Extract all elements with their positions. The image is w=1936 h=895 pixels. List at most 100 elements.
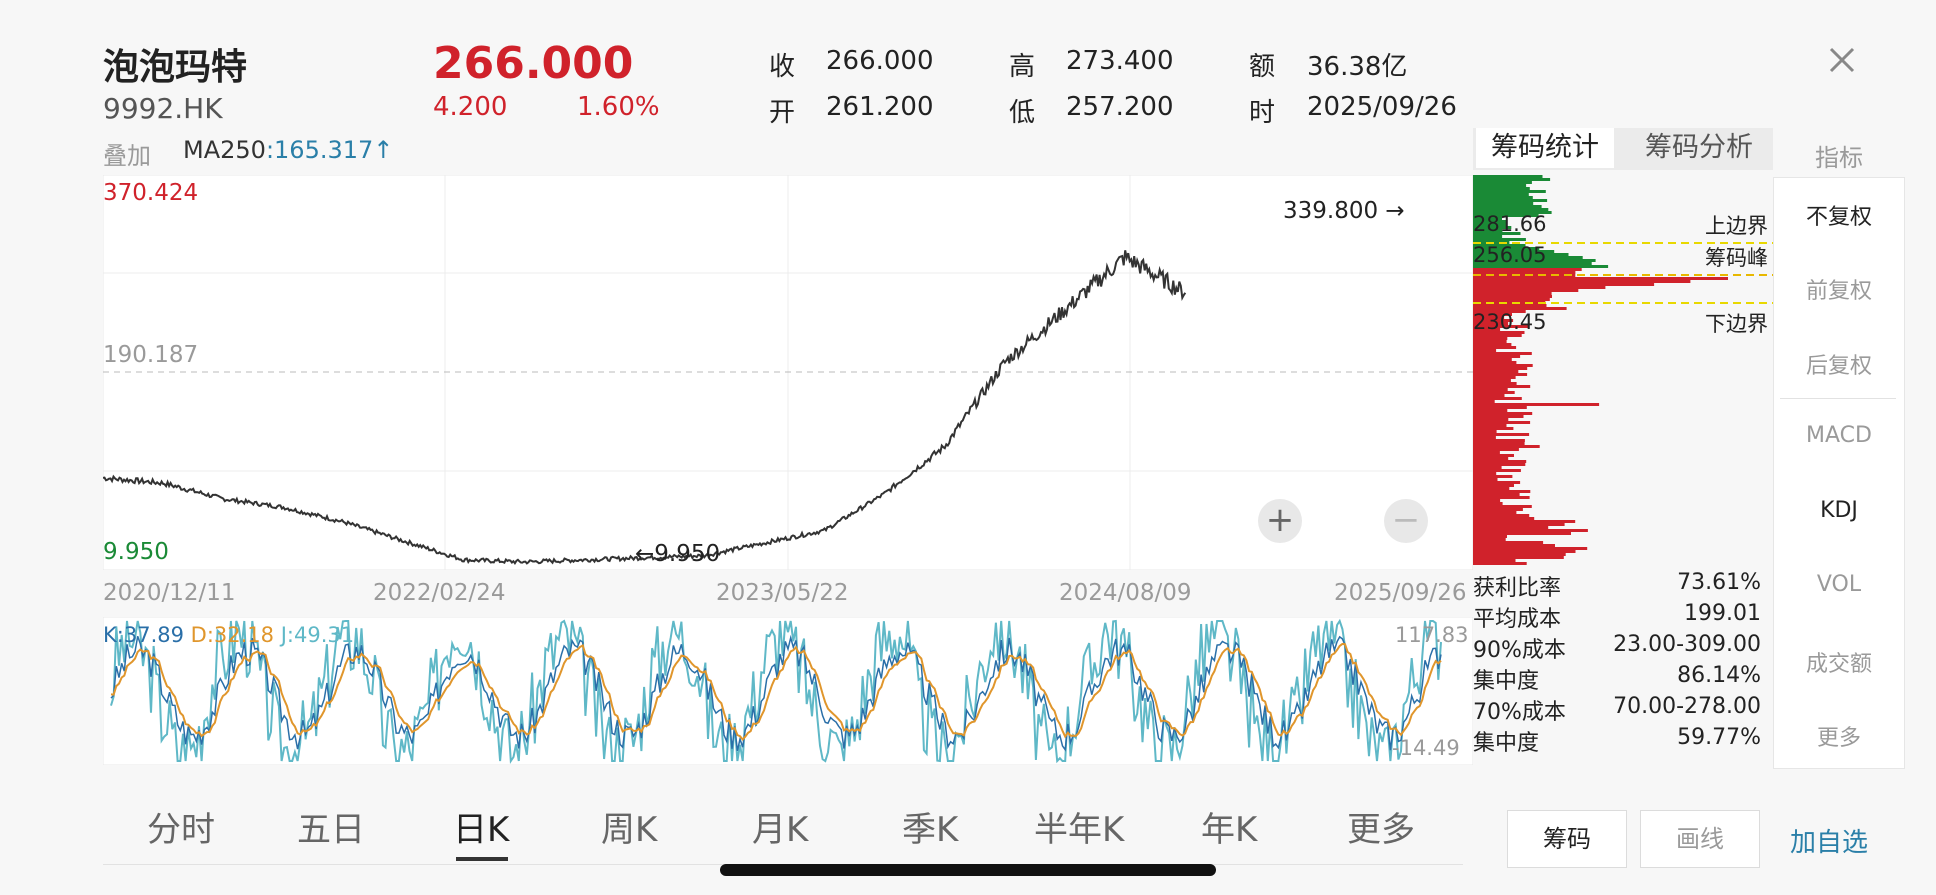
x-label: 2025/09/26 xyxy=(1334,580,1467,606)
kdj-legend: K:37.89 D:32.18 J:49.31 xyxy=(103,623,354,647)
chip-bar xyxy=(1473,346,1517,349)
tab-daily[interactable]: 日K xyxy=(453,810,510,850)
chip-bar xyxy=(1473,295,1552,298)
chip-bar xyxy=(1473,442,1525,445)
amount-label: 额 xyxy=(1249,52,1276,82)
tab-half-year[interactable]: 半年K xyxy=(1034,810,1125,850)
stat-label: 平均成本 xyxy=(1473,607,1562,632)
kdj-chart[interactable] xyxy=(103,617,1473,765)
menu-amount[interactable]: 成交额 xyxy=(1805,652,1872,677)
tab-yearly[interactable]: 年K xyxy=(1201,810,1258,850)
stat-row: 获利比率 73.61% xyxy=(1473,570,1761,602)
chip-bar xyxy=(1473,526,1549,529)
zoom-in-button[interactable]: + xyxy=(1258,499,1302,543)
tab-quarterly[interactable]: 季K xyxy=(902,810,959,850)
close-icon[interactable] xyxy=(1822,40,1862,80)
lower-bound-price: 230.45 xyxy=(1473,310,1547,334)
tab-chip-stats[interactable]: 筹码统计 xyxy=(1476,128,1614,168)
y-min-label: 9.950 xyxy=(103,539,169,565)
chip-bar xyxy=(1473,475,1513,478)
tab-weekly[interactable]: 周K xyxy=(601,810,658,850)
plus-icon: + xyxy=(1265,500,1295,540)
x-label: 2020/12/11 xyxy=(103,580,236,606)
chip-bar xyxy=(1473,247,1540,250)
chip-bar xyxy=(1473,487,1510,490)
chip-bar xyxy=(1473,250,1555,253)
chip-bar xyxy=(1473,367,1528,370)
chip-bar xyxy=(1473,424,1507,427)
chip-bar xyxy=(1473,373,1528,376)
chip-distribution xyxy=(1473,175,1773,565)
chip-bar xyxy=(1473,277,1728,280)
chip-bar xyxy=(1473,418,1509,421)
x-label: 2023/05/22 xyxy=(716,580,849,606)
price-change: 4.200 xyxy=(433,92,508,122)
chip-bar xyxy=(1473,304,1547,307)
chip-bar xyxy=(1473,499,1501,502)
draw-line-button[interactable]: 画线 xyxy=(1640,810,1760,868)
chip-bar xyxy=(1473,538,1506,541)
stat-row: 集中度 86.14% xyxy=(1473,663,1761,695)
chip-bar xyxy=(1473,517,1535,520)
ma250-name: MA250 xyxy=(183,136,266,164)
chip-bar xyxy=(1473,553,1566,556)
chip-bar xyxy=(1473,352,1532,355)
chip-bar xyxy=(1473,466,1502,469)
price-chart[interactable] xyxy=(103,175,1473,570)
chip-bar xyxy=(1473,262,1592,265)
chip-bar xyxy=(1473,292,1552,295)
chip-bar xyxy=(1473,400,1495,403)
chip-bar xyxy=(1473,505,1532,508)
tab-intraday[interactable]: 分时 xyxy=(147,810,215,850)
stat-row: 90%成本 23.00-309.00 xyxy=(1473,632,1761,664)
lower-bound-label: 下边界 xyxy=(1705,312,1768,336)
chip-bar xyxy=(1473,472,1497,475)
stock-code: 9992.HK xyxy=(103,92,223,125)
chip-bar xyxy=(1473,217,1502,220)
tab-more[interactable]: 更多 xyxy=(1347,810,1415,850)
chip-bar xyxy=(1473,469,1521,472)
x-label: 2024/08/09 xyxy=(1059,580,1192,606)
chip-bar xyxy=(1473,535,1507,538)
chip-bar xyxy=(1473,280,1691,283)
stat-value: 70.00-278.00 xyxy=(1613,694,1761,719)
stat-value: 59.77% xyxy=(1677,725,1761,750)
chip-bar xyxy=(1473,331,1525,334)
menu-backward-adjust[interactable]: 后复权 xyxy=(1805,354,1872,379)
current-price: 266.000 xyxy=(433,38,634,89)
chips-button[interactable]: 筹码 xyxy=(1507,810,1627,868)
menu-vol[interactable]: VOL xyxy=(1816,572,1862,597)
zoom-out-button[interactable]: − xyxy=(1384,499,1428,543)
overlay-button[interactable]: 叠加 xyxy=(103,142,151,170)
chip-bar xyxy=(1473,520,1576,523)
chip-bar xyxy=(1473,334,1522,337)
chip-bar xyxy=(1473,283,1655,286)
menu-more[interactable]: 更多 xyxy=(1816,726,1861,751)
chip-bar xyxy=(1473,364,1533,367)
kdj-j-value: J:49.31 xyxy=(280,623,355,647)
chip-bar xyxy=(1473,379,1511,382)
tab-chip-analysis[interactable]: 筹码分析 xyxy=(1645,132,1753,163)
add-watchlist-button[interactable]: 加自选 xyxy=(1790,828,1869,858)
kdj-max-label: 117.83 xyxy=(1395,623,1469,647)
chip-bar xyxy=(1473,274,1576,277)
tab-five-day[interactable]: 五日 xyxy=(297,810,365,850)
time-label: 时 xyxy=(1249,98,1276,128)
ma250-value: :165.317↑ xyxy=(265,136,394,164)
menu-no-adjust[interactable]: 不复权 xyxy=(1805,205,1872,230)
menu-macd[interactable]: MACD xyxy=(1806,423,1872,448)
tab-monthly[interactable]: 月K xyxy=(752,810,809,850)
chip-bar xyxy=(1473,310,1526,313)
menu-forward-adjust[interactable]: 前复权 xyxy=(1805,279,1872,304)
chip-bar xyxy=(1473,547,1588,550)
chip-bar xyxy=(1473,229,1503,232)
indicator-title: 指标 xyxy=(1815,144,1863,172)
chip-bar xyxy=(1473,394,1505,397)
menu-kdj[interactable]: KDJ xyxy=(1820,498,1858,523)
stat-label: 90%成本 xyxy=(1473,638,1566,663)
chip-bar xyxy=(1473,322,1509,325)
chip-bar xyxy=(1473,208,1549,211)
price-change-pct: 1.60% xyxy=(577,92,660,122)
open-value: 261.200 xyxy=(826,92,934,122)
upper-bound-price: 281.66 xyxy=(1473,212,1547,236)
